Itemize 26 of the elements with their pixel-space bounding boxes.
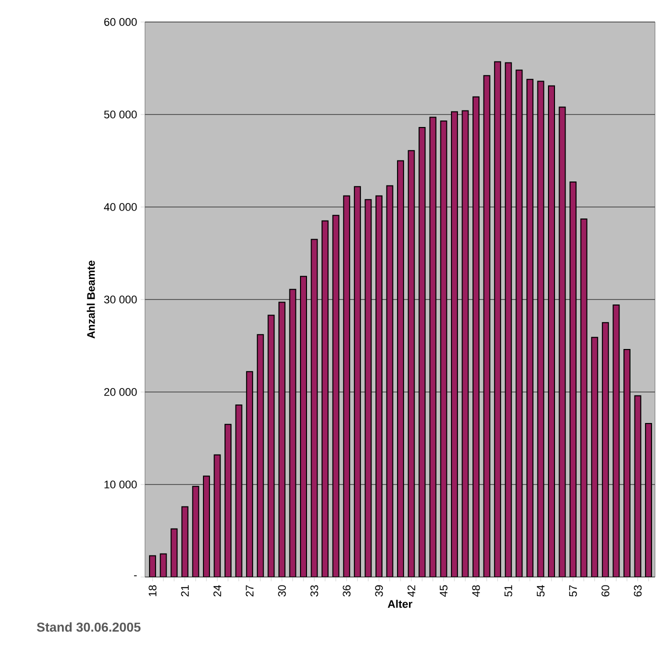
x-tick-label: 36 bbox=[342, 585, 351, 597]
x-tick-label: 27 bbox=[246, 585, 254, 596]
x-tick-label: 51 bbox=[504, 585, 512, 597]
y-tick-label: 40 000 bbox=[104, 203, 137, 211]
y-tick-label: 10 000 bbox=[104, 480, 137, 488]
y-tick-label: - bbox=[134, 575, 137, 576]
x-tick-label: 63 bbox=[634, 585, 642, 596]
x-tick-label: 48 bbox=[472, 585, 480, 597]
y-tick-label: 60 000 bbox=[104, 18, 137, 26]
y-tick-label: 20 000 bbox=[104, 388, 137, 396]
x-tick-label: 33 bbox=[310, 585, 318, 597]
y-tick-label: 30 000 bbox=[104, 296, 137, 304]
x-tick-label: 30 bbox=[278, 585, 286, 597]
x-tick-label: 42 bbox=[408, 585, 416, 597]
x-tick-label: 57 bbox=[569, 585, 577, 597]
x-tick-label: 21 bbox=[181, 585, 189, 596]
x-tick-label: 60 bbox=[602, 585, 610, 596]
x-tick-label: 39 bbox=[375, 585, 383, 597]
y-tick-label: 50 000 bbox=[104, 110, 137, 118]
x-tick-label: 24 bbox=[213, 585, 222, 596]
y-axis-title: Anzahl Beamte bbox=[86, 260, 95, 339]
x-axis-title: Alter bbox=[388, 600, 412, 608]
x-tick-label: 45 bbox=[440, 585, 448, 597]
text: Stand 30.06.2005 bbox=[36, 622, 141, 632]
x-tick-label: 54 bbox=[536, 585, 545, 597]
x-tick-label: 18 bbox=[148, 585, 156, 596]
